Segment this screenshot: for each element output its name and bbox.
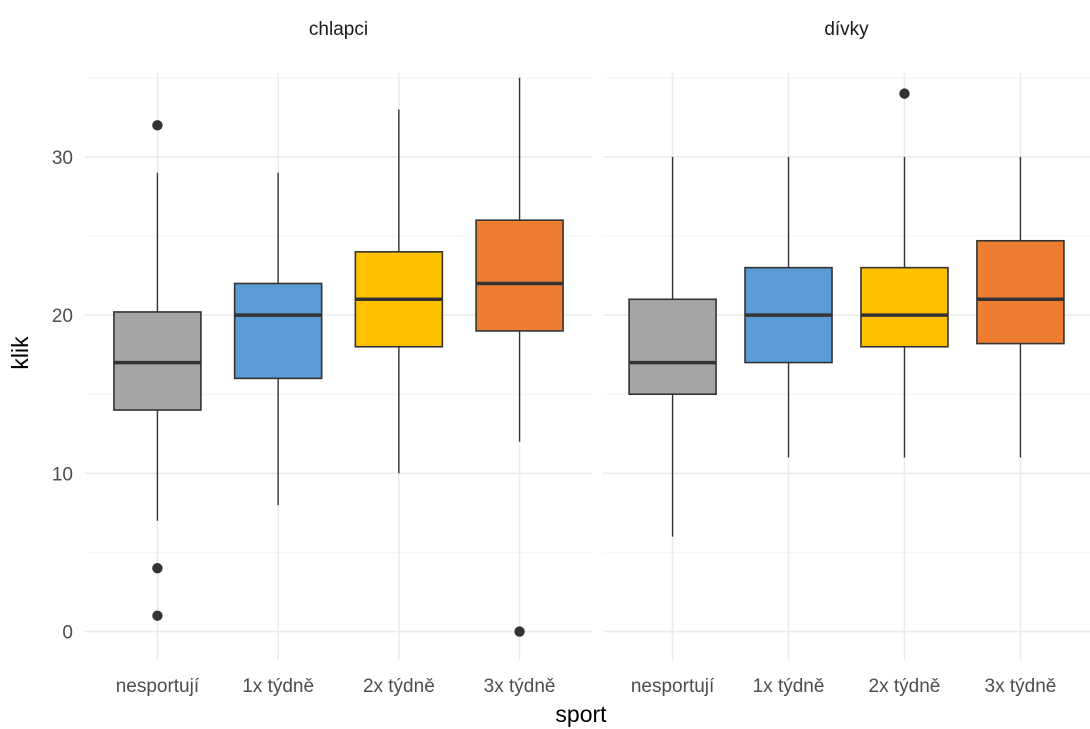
box-iqr xyxy=(860,266,949,348)
y-axis-title: klik xyxy=(7,336,33,370)
x-axis-tick-labels: nesportují 1x týdně 2x týdně 3x týdně nespor… xyxy=(116,676,1057,697)
box-marks xyxy=(113,77,1065,637)
box-group xyxy=(233,172,323,505)
y-tick-label: 20 xyxy=(52,306,73,327)
x-tick-label: 1x týdně xyxy=(242,676,314,697)
x-tick-label: nesportují xyxy=(631,676,715,697)
box-group xyxy=(860,88,949,458)
box-iqr xyxy=(628,298,717,396)
x-axis-title: sport xyxy=(555,701,607,727)
box-group xyxy=(475,77,564,637)
outlier-point xyxy=(152,610,163,621)
x-tick-label: 3x týdně xyxy=(484,676,556,697)
box-group xyxy=(113,120,202,621)
outlier-point xyxy=(152,120,163,131)
box-group xyxy=(744,156,833,458)
x-tick-label: 2x týdně xyxy=(869,676,941,697)
outlier-point xyxy=(514,626,525,637)
box-iqr xyxy=(976,239,1065,345)
outlier-point xyxy=(152,563,163,574)
box-iqr xyxy=(233,282,323,380)
panel-strips: chlapci dívky xyxy=(309,19,869,40)
x-tick-label: nesportují xyxy=(116,676,200,697)
box-group xyxy=(976,156,1065,458)
y-tick-label: 10 xyxy=(52,464,73,485)
x-tick-label: 3x týdně xyxy=(985,676,1057,697)
y-tick-label: 30 xyxy=(52,148,73,169)
x-tick-label: 1x týdně xyxy=(753,676,825,697)
y-tick-label: 0 xyxy=(62,623,73,644)
y-axis-tick-labels: 0 10 20 30 xyxy=(52,148,73,644)
box-group xyxy=(354,109,444,474)
box-iqr xyxy=(475,219,564,332)
outlier-point xyxy=(899,88,910,99)
box-group xyxy=(628,156,717,537)
x-tick-label: 2x týdně xyxy=(363,676,435,697)
panel-strip-label: chlapci xyxy=(309,19,368,40)
panel-strip-label: dívky xyxy=(824,19,869,40)
